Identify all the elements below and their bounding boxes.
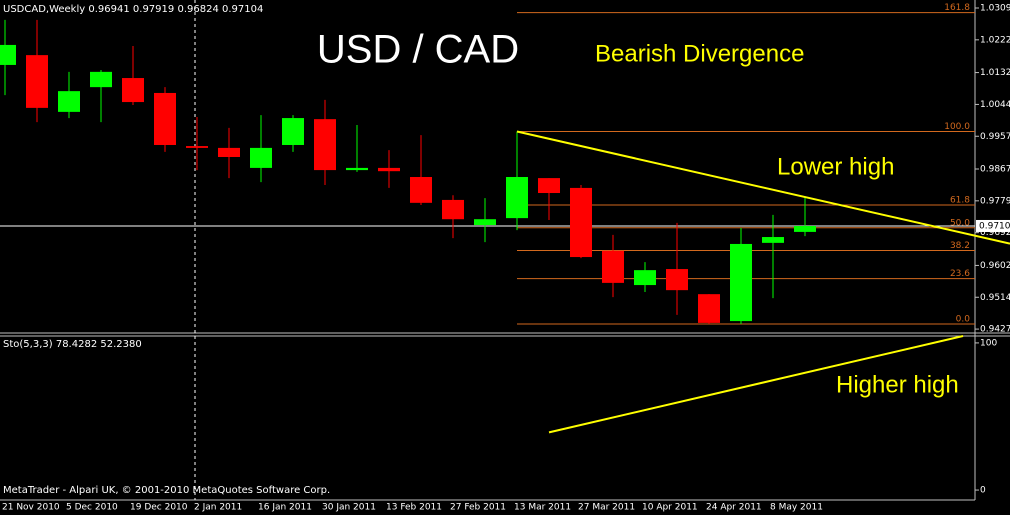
- candle-body: [602, 250, 624, 283]
- fib-label: 161.8: [944, 3, 970, 13]
- fib-label: 38.2: [950, 241, 970, 251]
- indicator-signal: 52.2380: [100, 339, 141, 350]
- candle-body: [474, 219, 496, 226]
- x-tick-label: 5 Dec 2010: [66, 503, 118, 513]
- candle-body: [506, 177, 528, 219]
- y-tick-label: 1.02220: [980, 35, 1010, 45]
- trendline: [516, 130, 1010, 245]
- header-high: 0.97919: [133, 4, 174, 15]
- candle-body: [250, 147, 272, 168]
- candle-body: [442, 199, 464, 220]
- candle-body: [186, 146, 208, 148]
- symbol: USDCAD,Weekly: [3, 4, 85, 15]
- x-tick-label: 27 Mar 2011: [578, 503, 635, 513]
- candle-body: [538, 178, 560, 194]
- annotation: Higher high: [836, 371, 959, 398]
- y-tick-label: 100: [980, 338, 997, 348]
- candle-body: [346, 167, 368, 171]
- annotation: Bearish Divergence: [595, 40, 804, 67]
- x-tick-label: 13 Mar 2011: [514, 503, 571, 513]
- y-tick-label: 1.03095: [980, 4, 1010, 14]
- x-tick-label: 19 Dec 2010: [130, 503, 188, 513]
- candle-body: [0, 44, 16, 65]
- y-tick-label: 0: [980, 486, 986, 496]
- chart-header: USDCAD,Weekly 0.96941 0.97919 0.96824 0.…: [3, 4, 263, 15]
- price-box-label: 0.97104: [979, 221, 1010, 231]
- y-tick-label: 1.01320: [980, 68, 1010, 78]
- candle-body: [90, 71, 112, 88]
- y-tick-label: 1.00445: [980, 100, 1010, 110]
- y-tick-label: 0.97795: [980, 196, 1010, 206]
- candle-body: [730, 243, 752, 322]
- candle-body: [154, 92, 176, 145]
- trendline: [548, 335, 964, 434]
- fib-label: 100.0: [944, 122, 970, 132]
- x-tick-label: 24 Apr 2011: [706, 503, 762, 513]
- header-low: 0.96824: [177, 4, 218, 15]
- indicator-header: Sto(5,3,3) 78.4282 52.2380: [3, 339, 142, 350]
- x-tick-label: 13 Feb 2011: [386, 503, 442, 513]
- x-tick-label: 30 Jan 2011: [322, 503, 376, 513]
- plot-layer: 0.0 23.6 38.2 50.0 61.8 100.0 161.8: [0, 3, 1010, 434]
- x-tick-label: 27 Feb 2011: [450, 503, 506, 513]
- header-open: 0.96941: [88, 4, 129, 15]
- chart-title: USD / CAD: [317, 28, 519, 72]
- candle-body: [218, 147, 240, 157]
- price-box: [976, 219, 1010, 232]
- header-close: 0.97104: [222, 4, 263, 15]
- x-tick-label: 2 Jan 2011: [194, 503, 242, 513]
- fib-label: 61.8: [950, 196, 970, 206]
- candle-body: [26, 55, 48, 108]
- indicator-main: 78.4282: [56, 339, 97, 350]
- x-tick-label: 8 May 2011: [770, 503, 823, 513]
- candle-body: [570, 187, 592, 258]
- candle-body: [794, 225, 816, 232]
- candle-body: [282, 118, 304, 145]
- candle-body: [378, 167, 400, 172]
- candle-body: [314, 119, 336, 171]
- candle-body: [410, 177, 432, 203]
- annotation: Lower high: [777, 153, 894, 180]
- fib-label: 50.0: [950, 218, 970, 228]
- x-tick-label: 21 Nov 2010: [2, 503, 60, 513]
- candle-body: [58, 91, 80, 112]
- candle-body: [698, 294, 720, 323]
- caption: MetaTrader - Alpari UK, © 2001-2010 Meta…: [3, 485, 330, 496]
- fib-label: 0.0: [956, 314, 971, 324]
- indicator-title: Sto(5,3,3): [3, 339, 53, 350]
- y-tick-label: 0.95145: [980, 293, 1010, 303]
- x-tick-label: 10 Apr 2011: [642, 503, 698, 513]
- candle-body: [666, 269, 688, 291]
- candle-body: [634, 270, 656, 286]
- candle-body: [762, 237, 784, 243]
- fib-label: 23.6: [950, 269, 970, 279]
- candle-body: [122, 78, 144, 103]
- x-tick-label: 16 Jan 2011: [258, 503, 312, 513]
